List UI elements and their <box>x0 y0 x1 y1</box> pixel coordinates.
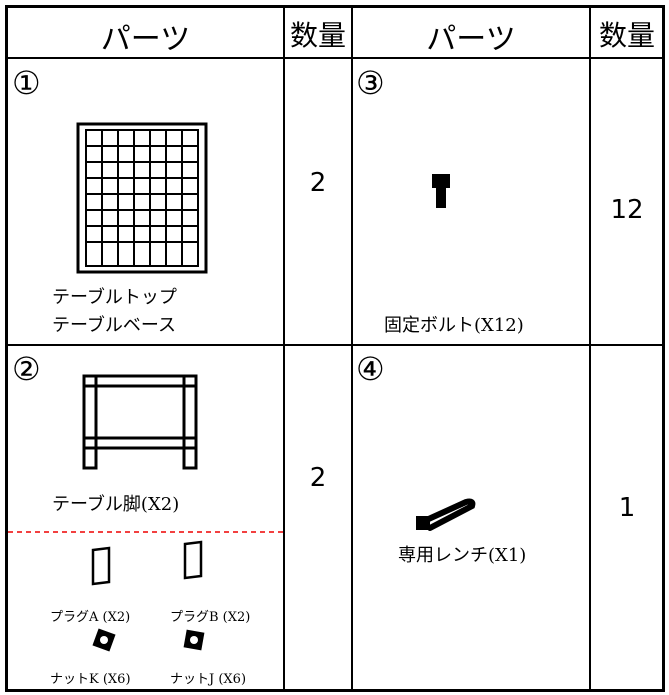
wrench-icon <box>416 498 476 531</box>
part-number: ② <box>12 350 41 388</box>
header-cell: パーツ <box>100 22 191 57</box>
plug-icon <box>183 540 203 580</box>
part-label: テーブル脚(X2) <box>52 494 180 515</box>
quantity: 12 <box>610 195 644 225</box>
sub-part-label: ナットK (X6) <box>50 672 131 687</box>
plug-icon <box>91 546 111 586</box>
column-line <box>283 5 285 692</box>
part-label: テーブルトップ <box>52 287 177 308</box>
part-number: ③ <box>356 64 385 102</box>
table-border <box>5 5 665 692</box>
sub-part-label: プラグB (X2) <box>170 610 251 625</box>
part-label: 固定ボルト(X12) <box>384 315 524 336</box>
table-legs-icon <box>82 374 198 470</box>
row-line <box>5 344 665 346</box>
part-label: 専用レンチ(X1) <box>398 545 527 566</box>
quantity: 1 <box>618 493 636 523</box>
separator <box>8 531 284 533</box>
part-number: ① <box>12 64 41 102</box>
part-number: ④ <box>356 350 385 388</box>
bolt-icon <box>432 174 450 208</box>
header-cell: パーツ <box>426 22 516 57</box>
sub-part-label: プラグA (X2) <box>50 610 131 625</box>
column-line <box>351 5 353 692</box>
header-cell: 数量 <box>289 19 346 52</box>
nut-icon <box>183 629 205 651</box>
column-line <box>589 5 591 692</box>
part-label: テーブルベース <box>52 315 177 336</box>
table-top-icon <box>76 122 208 274</box>
quantity: 2 <box>309 463 327 493</box>
quantity: 2 <box>309 168 327 198</box>
nut-icon <box>92 628 116 652</box>
row-line <box>5 57 665 59</box>
header-cell: 数量 <box>598 19 655 52</box>
sub-part-label: ナットJ (X6) <box>170 672 247 687</box>
